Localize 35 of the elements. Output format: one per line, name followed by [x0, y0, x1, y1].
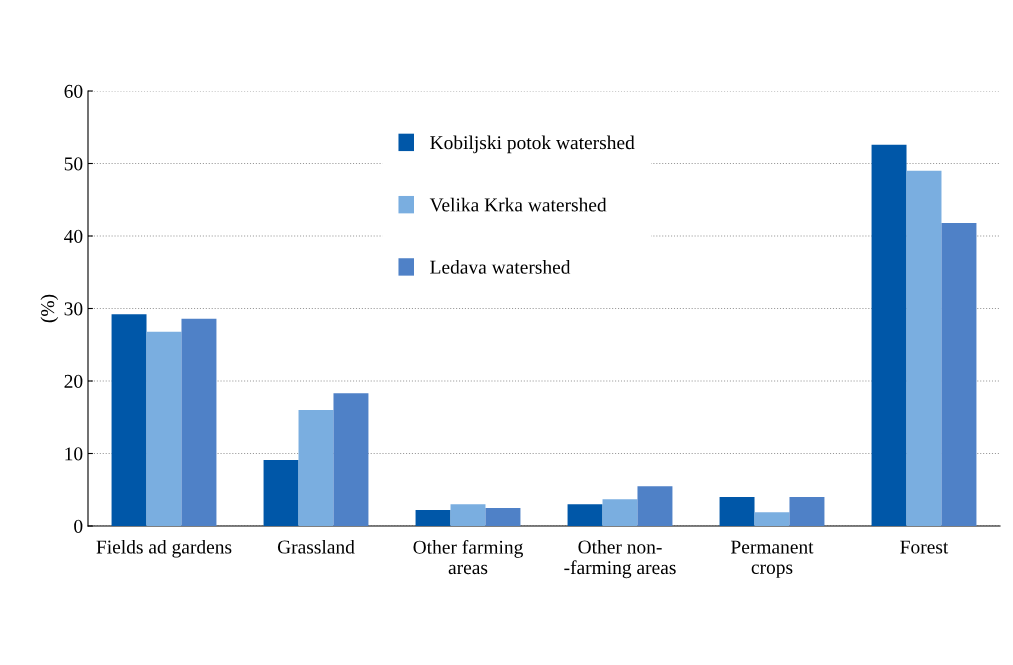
bar: [567, 504, 603, 526]
bar: [941, 222, 977, 526]
bar: [485, 507, 521, 526]
x-tick-label: Other farming areas: [413, 539, 523, 575]
bar: [146, 331, 182, 526]
bar: [333, 393, 369, 526]
y-tick-label: 50: [64, 157, 83, 171]
bar: [111, 314, 147, 526]
y-tick-label: 60: [64, 84, 83, 98]
y-tick-label: 40: [64, 229, 83, 243]
bar: [871, 144, 907, 526]
bar: [754, 512, 790, 526]
y-tick-label: 0: [74, 519, 83, 533]
x-tick-label: Permanent crops: [730, 540, 814, 578]
bar: [602, 499, 638, 526]
bar: [719, 497, 755, 526]
x-tick-label: Fields ad gardens: [96, 539, 232, 558]
y-tick-label: 10: [65, 447, 83, 461]
y-tick-label: 20: [64, 374, 83, 388]
bar: [789, 497, 825, 526]
y-axis-title: (%): [40, 294, 59, 323]
bar: [298, 410, 334, 526]
bar: [637, 486, 673, 526]
x-tick-label: Grassland: [277, 539, 355, 554]
bar: [263, 460, 299, 526]
x-tick-label: Other non- -farming areas: [564, 539, 676, 579]
bar: [906, 170, 942, 526]
bar: [415, 510, 451, 526]
legend-label: Kobiljski potok watershed: [430, 135, 635, 154]
y-tick-label: 30: [64, 302, 83, 316]
legend-label: Velika Krka watershed: [429, 197, 607, 212]
bar: [450, 504, 486, 526]
x-tick-label: Forest: [900, 540, 949, 554]
bar: [181, 318, 217, 526]
legend-label: Ledava watershed: [430, 260, 571, 274]
